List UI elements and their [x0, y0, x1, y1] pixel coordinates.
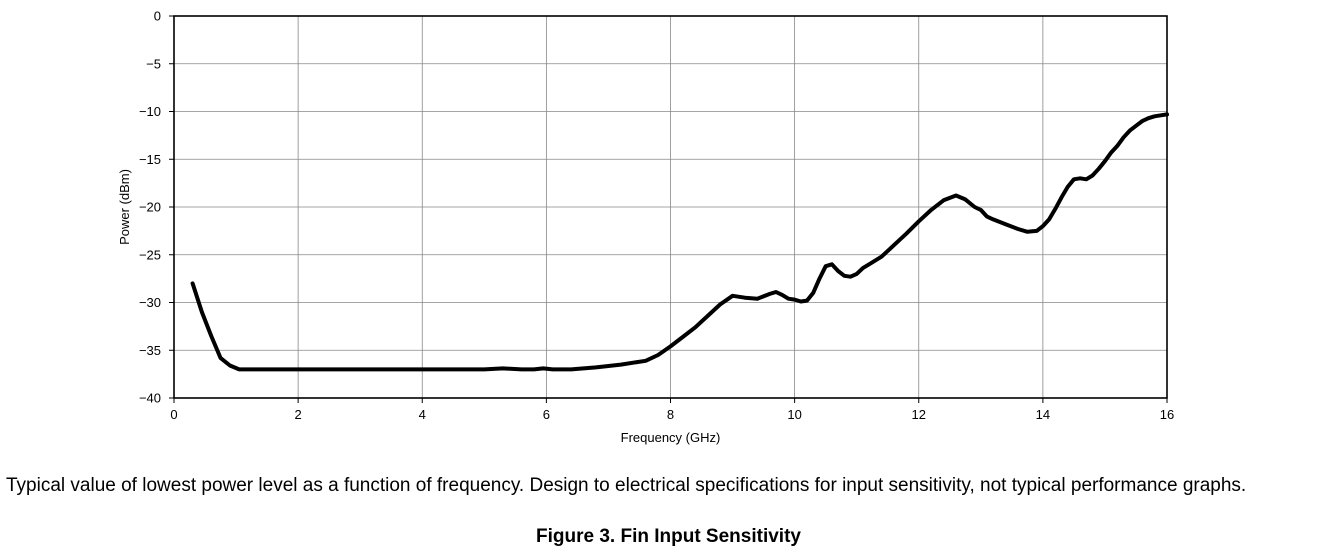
- x-tick-label: 14: [1036, 407, 1050, 422]
- x-tick-label: 8: [667, 407, 674, 422]
- x-tick-label: 4: [419, 407, 426, 422]
- figure-title: Figure 3. Fin Input Sensitivity: [536, 526, 801, 547]
- x-tick-label: 2: [295, 407, 302, 422]
- y-tick-label: −30: [139, 295, 161, 310]
- chart: 0 2 4 6 8 10 12 14 16 0 −5 −10 −15 −20 −25 −30 −35 −40 Fr…: [117, 9, 1174, 446]
- x-tick-label: 10: [787, 407, 801, 422]
- y-tick-label: −25: [139, 247, 161, 262]
- axis-ticks: 0 2 4 6 8 10 12 14 16 0 −5 −10 −15 −20 −25 −30 −35 −40: [139, 9, 1174, 423]
- y-tick-label: −10: [139, 104, 161, 119]
- y-tick-label: −5: [146, 56, 161, 71]
- x-tick-label: 0: [170, 407, 177, 422]
- figure-caption: Typical value of lowest power level as a…: [6, 475, 1247, 496]
- y-tick-label: −40: [139, 391, 161, 406]
- y-tick-label: −20: [139, 200, 161, 215]
- grid: [174, 16, 1167, 398]
- x-tick-label: 12: [912, 407, 926, 422]
- series-layer: [190, 112, 1169, 372]
- x-tick-label: 16: [1160, 407, 1174, 422]
- y-tick-label: −35: [139, 343, 161, 358]
- y-axis-title: Power (dBm): [117, 169, 132, 245]
- series-line-0: [190, 112, 1169, 372]
- x-axis-title: Frequency (GHz): [621, 430, 721, 445]
- y-tick-label: −15: [139, 152, 161, 167]
- x-tick-label: 6: [543, 407, 550, 422]
- y-tick-label: 0: [154, 9, 161, 24]
